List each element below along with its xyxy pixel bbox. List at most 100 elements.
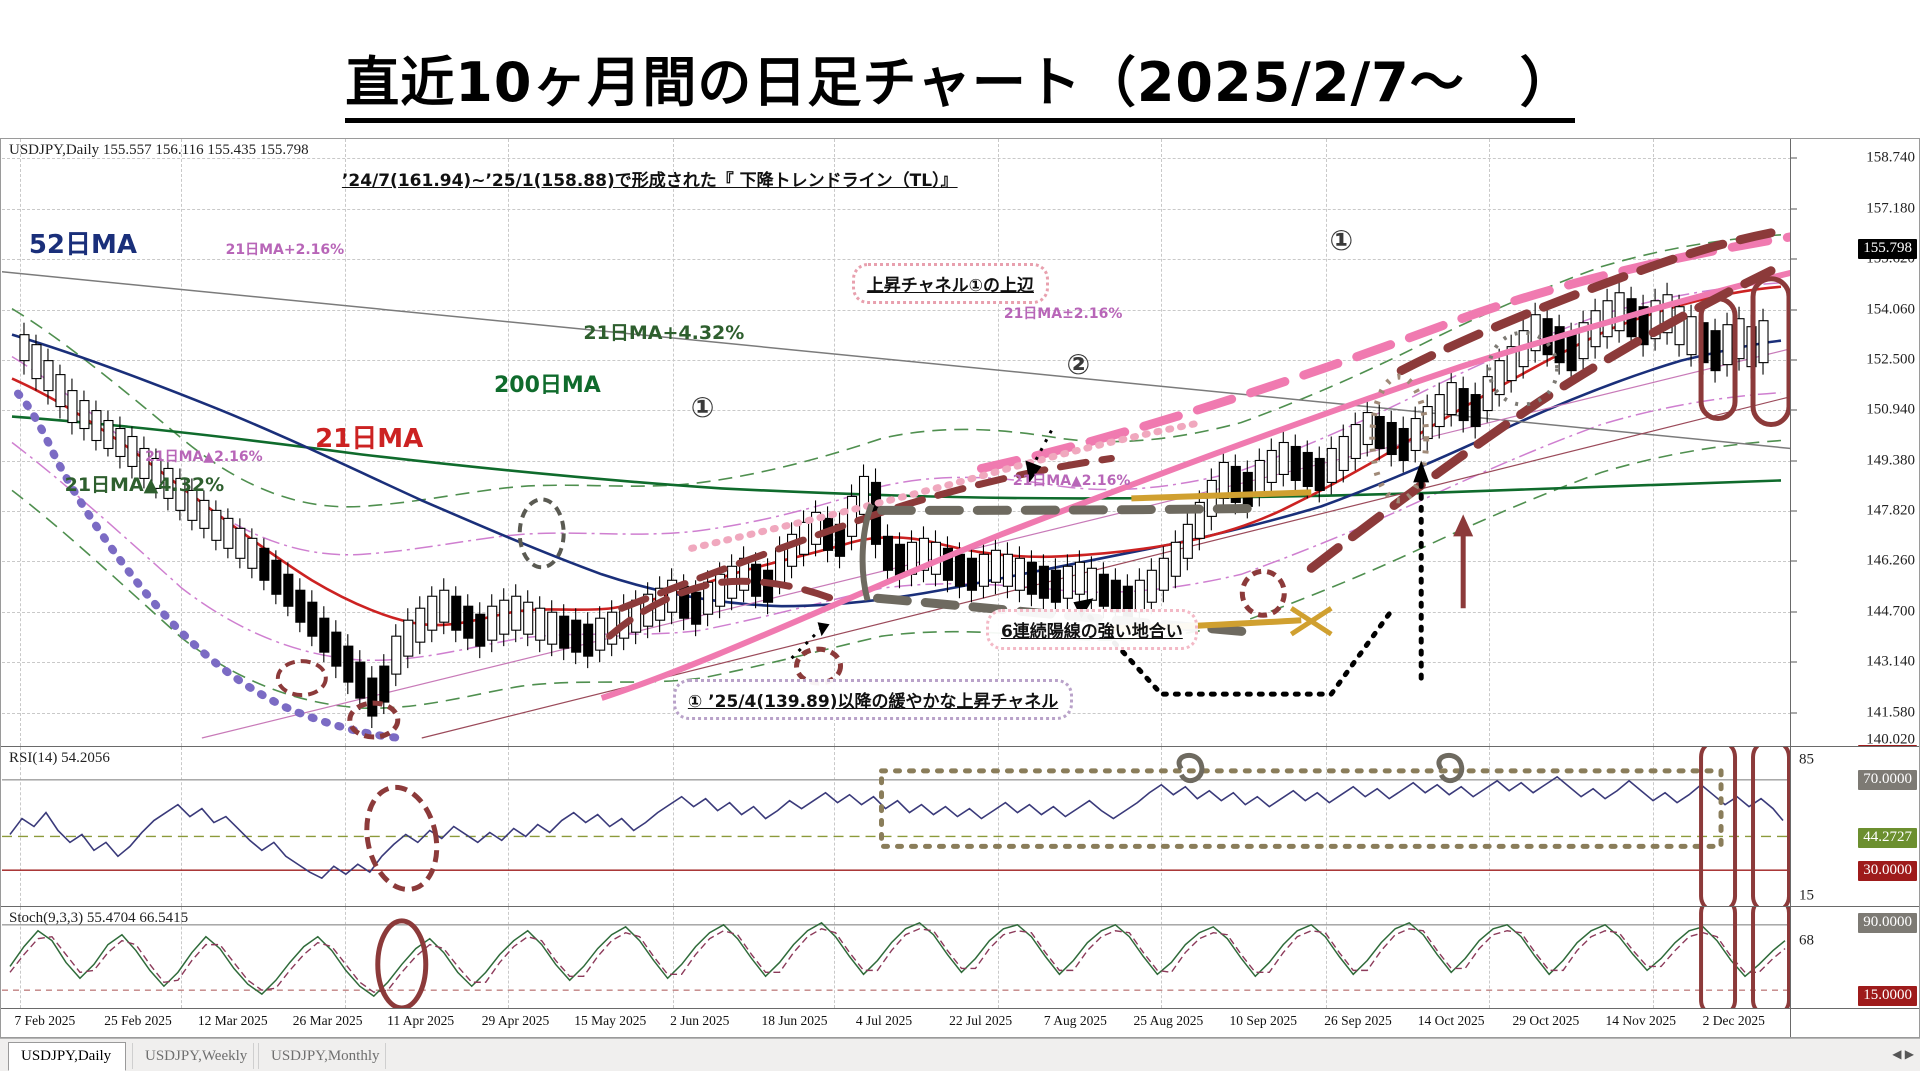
stoch-plot-area[interactable]: [2, 907, 1791, 1008]
rsi-plot-area[interactable]: [2, 747, 1791, 906]
label-ma21-plus-432: 21日MA+4.32%: [583, 322, 745, 345]
axis-tick: [1791, 460, 1797, 462]
grid-line-v: [1488, 747, 1490, 906]
rsi-rect-marker-b: [1751, 747, 1791, 906]
stoch-k-line: [9, 921, 1786, 998]
rsi-pane[interactable]: RSI(14) 54.2056: [1, 747, 1919, 907]
ma-52-line: [11, 333, 1782, 608]
current-price-badge: 155.798: [1858, 239, 1917, 260]
time-axis-label: 14 Oct 2025: [1417, 1013, 1485, 1028]
grid-line-h: [2, 259, 1791, 261]
price-axis-label: 157.180: [1866, 200, 1915, 217]
price-axis-label: 150.940: [1866, 401, 1915, 418]
time-axis-label: 10 Sep 2025: [1229, 1013, 1297, 1028]
up-arrow-head: [1453, 514, 1474, 537]
time-axis-label: 2 Dec 2025: [1702, 1013, 1765, 1028]
rsi-axis[interactable]: 85 70.0000 44.2727 30.0000 15: [1790, 747, 1919, 906]
chart-tab-bar[interactable]: USDJPY,Daily USDJPY,Weekly USDJPY,Monthl…: [0, 1038, 1920, 1071]
stoch-axis[interactable]: 90.0000 68 15.0000: [1790, 907, 1919, 1008]
time-axis[interactable]: 7 Feb 2025 25 Feb 2025 12 Mar 2025 26 Ma…: [1, 1009, 1919, 1037]
callout-six-candles: 6連続陽線の強い地合い: [985, 609, 1198, 651]
axis-tick: [1791, 157, 1797, 159]
time-axis-label: 29 Oct 2025: [1512, 1013, 1580, 1028]
grid-line-v: [1325, 747, 1327, 906]
time-axis-label: 11 Apr 2025: [387, 1013, 455, 1028]
price-axis-label: 154.060: [1866, 301, 1915, 318]
tab-usdjpy-weekly[interactable]: USDJPY,Weekly: [132, 1043, 254, 1069]
rect-marker-a: [1698, 296, 1738, 422]
pointer-arrow-e: [790, 627, 823, 660]
marker-circle-1a: ①: [690, 390, 715, 424]
price-axis-label: 147.820: [1866, 502, 1915, 519]
price-axis-label: 146.260: [1866, 552, 1915, 569]
axis-tick: [1791, 409, 1797, 411]
label-ma21-minus-216-a: 21日MA▲2.16%: [145, 448, 263, 465]
time-axis-label: 25 Feb 2025: [104, 1013, 172, 1028]
time-axis-label: 18 Jun 2025: [761, 1013, 828, 1028]
grid-line-v: [180, 139, 182, 746]
grid-line-v: [998, 907, 1000, 1008]
grid-line-v: [1161, 139, 1163, 746]
grid-line-v: [19, 139, 21, 746]
ellipse-marker-e: [1239, 568, 1287, 618]
rsi-bottom-label: 15: [1799, 887, 1814, 904]
pointer-arrow-d: [1030, 429, 1053, 470]
label-ma52: 52日MA: [28, 229, 138, 260]
price-chart-svg: [2, 228, 1791, 743]
time-axis-label: 22 Jul 2025: [949, 1013, 1013, 1028]
time-axis-label: 7 Feb 2025: [14, 1013, 76, 1028]
price-pane[interactable]: USDJPY,Daily 155.557 156.116 155.435 155…: [1, 139, 1919, 747]
grid-line-h: [2, 561, 1791, 563]
label-ma21-pm-216: 21日MA±2.16%: [1003, 305, 1123, 322]
brown-channel-right-lower: [1306, 266, 1776, 573]
callout-channel-upper-text: 上昇チャネル①の上辺: [866, 276, 1034, 297]
label-ma21-minus-216-b: 21日MA▲2.16%: [1012, 472, 1131, 489]
rsi-ellipse-marker: [364, 784, 440, 892]
grid-line-h: [2, 158, 1791, 160]
grid-line-h: [2, 208, 1791, 210]
ma-21-line: [11, 285, 1782, 627]
axis-tick: [1791, 560, 1797, 562]
grid-line-v: [345, 907, 347, 1008]
callout-channel-note-text: ① ’25/4(139.89)以降の緩やかな上昇チャネル: [687, 692, 1059, 713]
marker-circle-1b: ①: [1329, 223, 1354, 257]
stoch-chart-svg: [2, 907, 1791, 1008]
ellipse-marker-f: [1369, 373, 1430, 504]
price-axis[interactable]: 158.740 157.180 155.620 154.060 152.500 …: [1790, 139, 1919, 746]
time-axis-label: 4 Jul 2025: [855, 1013, 913, 1028]
price-plot-area[interactable]: 52日MA 21日MA 200日MA 21日MA+4.32% 21日MA▲4.3…: [2, 139, 1791, 746]
grid-line-v: [508, 747, 510, 906]
page-title: 直近10ヶ月間の日足チャート（2025/2/7～ ）: [0, 38, 1920, 123]
grid-line-h: [2, 662, 1791, 664]
rect-marker-b: [1750, 276, 1791, 428]
rsi-oversold-badge: 30.0000: [1858, 861, 1917, 882]
grid-line-h: [2, 511, 1791, 513]
symbol-header: USDJPY,Daily 155.557 156.116 155.435 155…: [9, 142, 309, 158]
rsi-line: [9, 775, 1784, 880]
axis-tick: [1791, 611, 1797, 613]
price-axis-label: 158.740: [1866, 149, 1915, 166]
tab-usdjpy-monthly[interactable]: USDJPY,Monthly: [258, 1043, 386, 1069]
marker-circle-2: ②: [1066, 348, 1091, 382]
price-axis-label: 152.500: [1866, 351, 1915, 368]
grid-line-v: [998, 747, 1000, 906]
grid-line-v: [1488, 139, 1490, 746]
ellipse-marker-a: [275, 659, 328, 698]
tan-range-upper: [1131, 489, 1312, 502]
time-axis-label: 29 Apr 2025: [481, 1013, 550, 1028]
time-axis-corner: [1790, 1009, 1919, 1037]
grid-line-v: [833, 747, 835, 906]
grid-line-v: [1325, 139, 1327, 746]
rsi-top-label: 85: [1799, 751, 1814, 768]
stoch-pane[interactable]: Stoch(9,3,3) 55.4704 66.5415: [1, 907, 1919, 1009]
tab-usdjpy-daily[interactable]: USDJPY,Daily: [8, 1042, 126, 1071]
rsi-header: RSI(14) 54.2056: [9, 750, 110, 766]
annotation-trendline: ’24/7(161.94)~’25/1(158.88)で形成された『 下降トレン…: [341, 171, 958, 192]
tab-scroll-arrows[interactable]: ◀ ▶: [1892, 1047, 1914, 1061]
brown-channel-lower: [606, 577, 846, 640]
grid-line-v: [833, 907, 835, 1008]
axis-tick: [1791, 661, 1797, 663]
rsi-swirl-b: [1436, 753, 1465, 784]
time-axis-label: 26 Sep 2025: [1324, 1013, 1392, 1028]
arrow-head-c: [1413, 460, 1430, 483]
